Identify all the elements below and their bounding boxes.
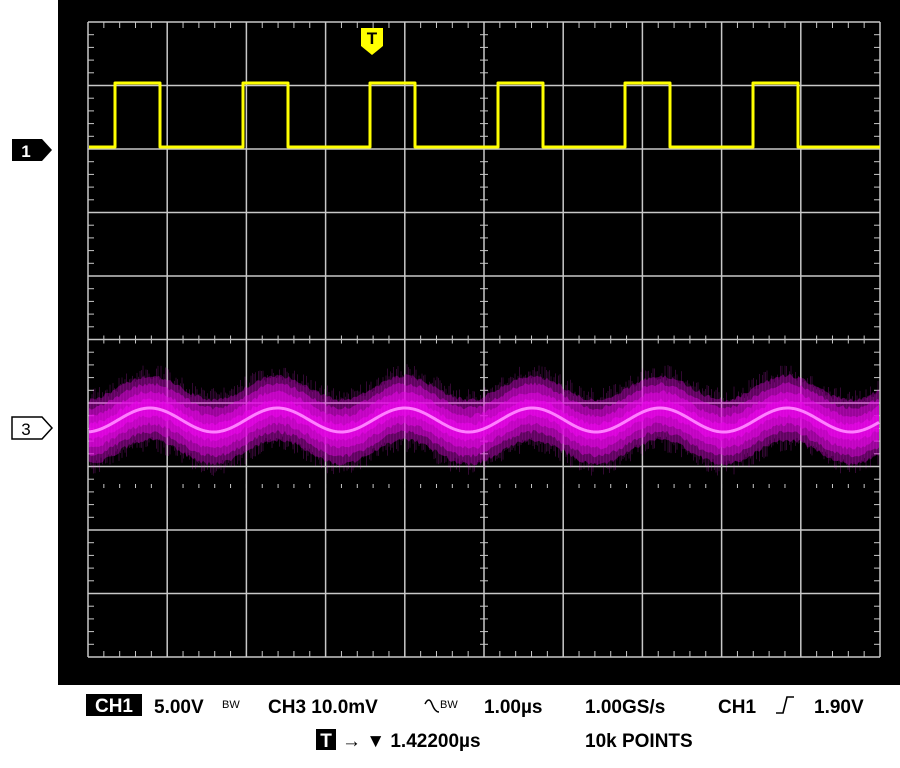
rising-edge-icon	[776, 697, 794, 713]
record-length: 10k POINTS	[585, 731, 693, 752]
ch1-label: CH1	[95, 696, 133, 717]
bandwidth-limit: BW	[222, 699, 240, 711]
timebase: 1.00µs	[484, 697, 543, 718]
channel-label: 1	[21, 142, 30, 161]
channel-label: 3	[21, 420, 30, 439]
trigger-position: → ▼ 1.42200µs	[342, 731, 481, 752]
sample-rate: 1.00GS/s	[585, 697, 665, 718]
trigger-icon: T	[320, 731, 332, 752]
screen	[58, 0, 900, 685]
bandwidth-limit: BW	[440, 699, 458, 711]
ch3-scale: CH3 10.0mV	[268, 697, 378, 718]
ch1-scale: 5.00V	[154, 697, 204, 718]
status-bar: CH1 5.00V BW CH3 10.0mV BW 1.00µs 1.00GS…	[86, 694, 864, 752]
channel-1-marker: 1	[12, 139, 52, 161]
trigger-level: 1.90V	[814, 697, 864, 718]
trigger-source: CH1	[718, 697, 756, 718]
trigger-marker-label: T	[367, 29, 378, 48]
ac-coupling-icon	[425, 700, 439, 712]
channel-3-marker: 3	[12, 417, 52, 439]
